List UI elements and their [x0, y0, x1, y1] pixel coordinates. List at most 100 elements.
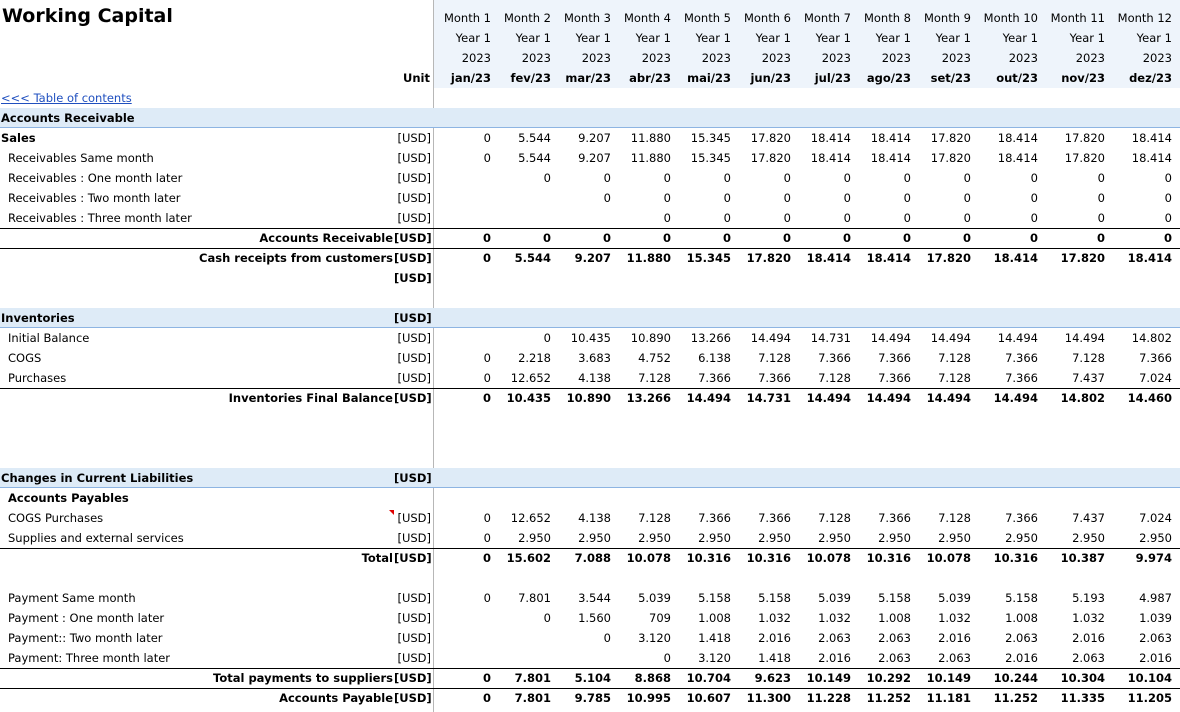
month-header: Month 9	[915, 8, 971, 28]
cell-value: 15.345	[675, 248, 731, 268]
row-label: Receivables : One month later	[8, 168, 388, 188]
row-label: COGS Purchases	[8, 508, 388, 528]
cell-value: 0	[735, 188, 791, 208]
cell-value: 14.494	[975, 388, 1038, 408]
cell-value: 9.785	[555, 688, 611, 708]
calendar-year: 2023	[434, 48, 491, 68]
cell-value: 10.304	[1042, 668, 1105, 688]
toc-link[interactable]: <<< Table of contents	[1, 88, 201, 108]
calendar-year: 2023	[735, 48, 791, 68]
cell-value: 0	[434, 348, 491, 368]
cell-value: 10.104	[1109, 668, 1172, 688]
period-header: ago/23	[855, 68, 911, 88]
cell-value: 10.149	[795, 668, 851, 688]
row-label: Payment:: Two month later	[8, 628, 388, 648]
year-header: Year 1	[855, 28, 911, 48]
cell-value: 0	[495, 608, 551, 628]
cell-value: 2.063	[975, 628, 1038, 648]
row-unit: [USD]	[394, 268, 431, 288]
cell-value: 18.414	[975, 128, 1038, 148]
cell-value: 9.207	[555, 248, 611, 268]
cell-value: 2.950	[555, 528, 611, 548]
cell-value: 7.128	[735, 348, 791, 368]
cell-value: 14.494	[735, 328, 791, 348]
cell-value: 13.266	[675, 328, 731, 348]
cell-value: 7.088	[555, 548, 611, 568]
cell-value: 5.544	[495, 248, 551, 268]
cell-value: 15.345	[675, 128, 731, 148]
cell-value: 13.266	[615, 388, 671, 408]
cell-value: 0	[795, 168, 851, 188]
cell-value: 18.414	[855, 148, 911, 168]
cell-value: 0	[915, 168, 971, 188]
cell-value: 10.078	[615, 548, 671, 568]
cell-value: 0	[795, 188, 851, 208]
cell-value: 2.063	[855, 628, 911, 648]
cell-value: 7.128	[795, 508, 851, 528]
row-label: Payment: Three month later	[8, 648, 388, 668]
cell-value: 0	[434, 128, 491, 148]
cell-value: 0	[434, 368, 491, 388]
period-header: dez/23	[1109, 68, 1172, 88]
row-label: Receivables : Two month later	[8, 188, 388, 208]
cell-value: 18.414	[1109, 248, 1172, 268]
cell-value: 4.752	[615, 348, 671, 368]
row-unit: [USD]	[394, 468, 431, 488]
cell-value: 4.138	[555, 508, 611, 528]
month-header: Month 6	[735, 8, 791, 28]
cell-value: 0	[495, 328, 551, 348]
cell-value: 7.024	[1109, 508, 1172, 528]
row-label: Total	[0, 548, 393, 568]
cell-value: 3.120	[675, 648, 731, 668]
cell-value: 9.623	[735, 668, 791, 688]
cell-value: 0	[434, 148, 491, 168]
row-unit: [USD]	[394, 548, 431, 568]
cell-value: 10.890	[555, 388, 611, 408]
row-label: Initial Balance	[8, 328, 388, 348]
cell-value: 2.218	[495, 348, 551, 368]
calendar-year: 2023	[1042, 48, 1105, 68]
cell-value: 2.016	[735, 628, 791, 648]
cell-value: 0	[975, 188, 1038, 208]
cell-value: 1.032	[1042, 608, 1105, 628]
cell-value: 2.950	[795, 528, 851, 548]
cell-value: 7.366	[855, 368, 911, 388]
period-header: nov/23	[1042, 68, 1105, 88]
cell-value: 0	[735, 168, 791, 188]
calendar-year: 2023	[555, 48, 611, 68]
cell-value: 5.039	[615, 588, 671, 608]
cell-value: 0	[434, 688, 491, 708]
calendar-year: 2023	[915, 48, 971, 68]
row-label: Inventories Final Balance	[0, 388, 393, 408]
cell-value: 7.128	[915, 348, 971, 368]
cell-value: 17.820	[1042, 248, 1105, 268]
cell-value: 0	[915, 228, 971, 248]
row-unit: [USD]	[394, 508, 431, 528]
cell-value: 18.414	[795, 128, 851, 148]
cell-value: 7.366	[975, 368, 1038, 388]
cell-value: 5.158	[975, 588, 1038, 608]
cell-value: 1.032	[735, 608, 791, 628]
cell-value: 18.414	[855, 248, 911, 268]
calendar-year: 2023	[615, 48, 671, 68]
cell-value: 1.039	[1109, 608, 1172, 628]
cell-value: 7.366	[795, 348, 851, 368]
cell-value: 17.820	[735, 148, 791, 168]
cell-value: 14.494	[975, 328, 1038, 348]
cell-value: 5.158	[735, 588, 791, 608]
cell-value: 10.078	[795, 548, 851, 568]
cell-value: 0	[555, 188, 611, 208]
cell-value: 2.016	[1109, 648, 1172, 668]
cell-value: 5.158	[675, 588, 731, 608]
row-unit: [USD]	[394, 308, 431, 328]
cell-value: 0	[615, 188, 671, 208]
row-unit: [USD]	[394, 648, 431, 668]
year-header: Year 1	[555, 28, 611, 48]
cell-value: 17.820	[735, 128, 791, 148]
cell-value: 10.435	[495, 388, 551, 408]
cell-value: 2.950	[675, 528, 731, 548]
cell-value: 7.366	[735, 508, 791, 528]
cell-value: 2.063	[795, 628, 851, 648]
month-header: Month 8	[855, 8, 911, 28]
